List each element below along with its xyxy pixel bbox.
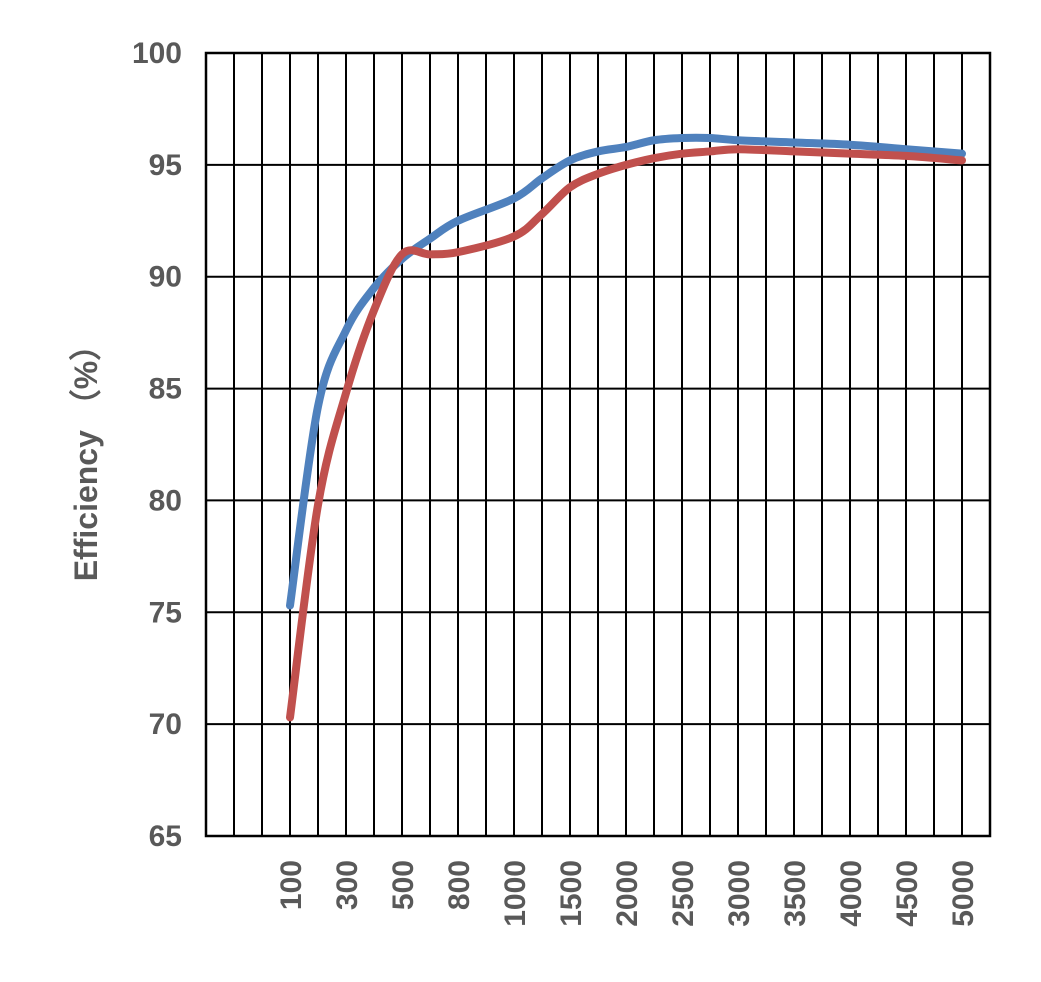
x-tick-label: 5000 — [947, 860, 980, 927]
x-tick-label: 500 — [387, 860, 420, 910]
x-tick-label: 100 — [275, 860, 308, 910]
y-tick-label: 80 — [149, 484, 182, 517]
y-tick-label: 65 — [149, 820, 182, 853]
y-tick-label: 70 — [149, 708, 182, 741]
plot-border — [204, 51, 992, 838]
y-tick-label: 100 — [132, 37, 182, 70]
x-tick-label: 2500 — [667, 860, 700, 927]
x-tick-label: 3500 — [779, 860, 812, 927]
x-tick-label: 800 — [443, 860, 476, 910]
y-axis-label: Efficiency （%） — [68, 329, 104, 582]
y-tick-label: 75 — [149, 596, 182, 629]
y-tick-label: 85 — [149, 373, 182, 406]
x-tick-label: 1000 — [499, 860, 532, 927]
x-tick-label: 4500 — [891, 860, 924, 927]
x-tick-label: 4000 — [835, 860, 868, 927]
series-layer — [286, 133, 966, 722]
x-tick-labels: 100 300 500 800 1000 1500 2000 2500 3000 3500 4000… — [275, 860, 980, 927]
x-tick-label: 2000 — [611, 860, 644, 927]
x-tick-label: 3000 — [723, 860, 756, 927]
y-tick-labels: 65 70 75 80 85 90 95 100 — [132, 37, 182, 853]
red-efficiency-line — [286, 145, 966, 722]
vertical-gridlines — [233, 53, 963, 836]
y-tick-label: 90 — [149, 261, 182, 294]
blue-efficiency-line — [286, 133, 966, 610]
x-tick-label: 1500 — [555, 860, 588, 927]
x-tick-label: 300 — [331, 860, 364, 910]
y-tick-label: 95 — [149, 149, 182, 182]
